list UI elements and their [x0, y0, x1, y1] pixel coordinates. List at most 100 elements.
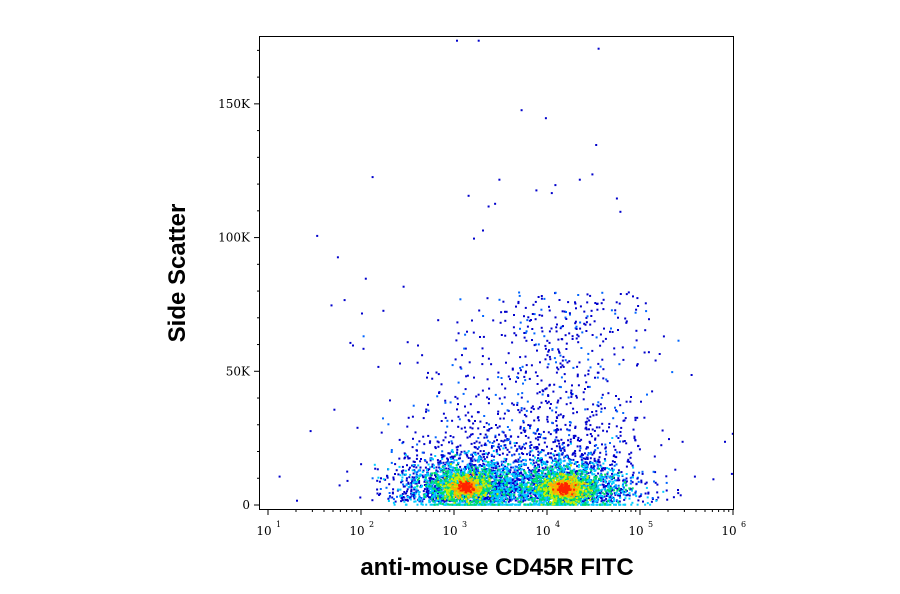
event-dot — [437, 474, 440, 477]
event-dot — [586, 417, 589, 420]
event-dot — [602, 478, 605, 481]
event-dot — [385, 486, 388, 489]
event-dot — [644, 482, 647, 485]
event-dot — [413, 486, 415, 489]
event-dot — [473, 458, 476, 461]
event-dot — [429, 440, 432, 443]
event-dot — [479, 464, 482, 466]
event-dot — [521, 392, 524, 395]
event-dot — [492, 493, 495, 496]
event-dot — [473, 376, 475, 379]
event-dot — [465, 498, 467, 500]
event-dot — [511, 419, 514, 422]
event-dot — [500, 334, 503, 336]
event-dot — [501, 383, 503, 386]
event-dot — [461, 354, 463, 357]
event-dot — [548, 384, 551, 387]
event-dot — [475, 473, 478, 476]
event-dot — [374, 467, 377, 470]
event-dot — [504, 501, 507, 504]
event-dot — [488, 471, 491, 474]
event-dot — [391, 496, 394, 499]
event-dot — [482, 494, 485, 496]
event-dot — [382, 417, 384, 420]
event-dot — [630, 479, 633, 482]
event-dot — [615, 463, 618, 466]
event-dot — [398, 438, 401, 441]
event-dot — [484, 488, 487, 491]
event-dot — [654, 481, 657, 484]
event-dot — [451, 364, 454, 367]
event-dot — [537, 463, 539, 466]
event-dot — [409, 496, 412, 499]
event-dot — [437, 445, 440, 448]
event-dot — [546, 445, 548, 448]
event-dot — [587, 352, 590, 355]
event-dot — [459, 465, 462, 468]
event-dot — [453, 502, 456, 505]
event-dot — [425, 484, 428, 487]
event-dot — [473, 470, 476, 473]
event-dot — [502, 471, 504, 474]
event-dot — [448, 497, 451, 500]
event-dot — [474, 464, 477, 466]
event-dot — [470, 482, 473, 485]
event-dot — [618, 479, 621, 482]
event-dot — [376, 488, 379, 491]
event-dot — [508, 468, 511, 471]
event-dot — [658, 353, 661, 355]
event-dot — [447, 499, 450, 502]
event-dot — [544, 466, 547, 469]
event-dot — [448, 495, 450, 497]
event-dot — [516, 404, 519, 406]
event-dot — [567, 396, 570, 399]
event-dot — [544, 400, 547, 403]
event-dot — [425, 481, 428, 484]
event-dot — [521, 452, 523, 455]
event-dot — [483, 436, 486, 439]
event-dot — [587, 373, 590, 376]
event-dot — [522, 490, 524, 493]
event-dot — [522, 478, 525, 481]
event-dot — [478, 478, 481, 481]
event-dot — [478, 486, 481, 489]
event-dot — [556, 323, 558, 326]
event-dot — [635, 329, 638, 332]
event-dot — [614, 448, 617, 451]
event-dot — [552, 390, 555, 393]
event-dot — [555, 406, 558, 409]
event-dot — [479, 336, 481, 338]
event-dot — [420, 497, 423, 499]
event-dot — [483, 490, 486, 493]
event-dot — [531, 405, 534, 408]
event-dot — [446, 472, 449, 474]
event-dot — [585, 446, 588, 449]
event-dot — [489, 500, 492, 503]
event-dot — [564, 334, 567, 337]
event-dot — [474, 446, 477, 449]
event-dot — [479, 501, 482, 503]
event-dot — [574, 472, 577, 475]
event-dot — [483, 480, 486, 483]
event-dot — [579, 327, 582, 330]
event-dot — [619, 431, 622, 433]
event-dot — [563, 500, 566, 503]
event-dot — [632, 493, 635, 496]
event-dot — [553, 357, 556, 360]
event-dot — [529, 447, 532, 449]
event-dot — [496, 503, 499, 506]
event-dot — [402, 469, 405, 472]
event-dot — [537, 438, 540, 441]
event-dot — [580, 458, 583, 461]
event-dot — [376, 479, 379, 482]
event-dot — [546, 420, 549, 423]
event-dot — [508, 492, 511, 495]
event-dot — [486, 468, 489, 471]
event-dot — [623, 419, 626, 422]
event-dot — [513, 480, 516, 483]
event-dot — [601, 393, 604, 396]
event-dot — [500, 478, 503, 481]
event-dot — [503, 494, 506, 497]
event-dot — [470, 501, 473, 503]
event-dot — [627, 493, 629, 496]
